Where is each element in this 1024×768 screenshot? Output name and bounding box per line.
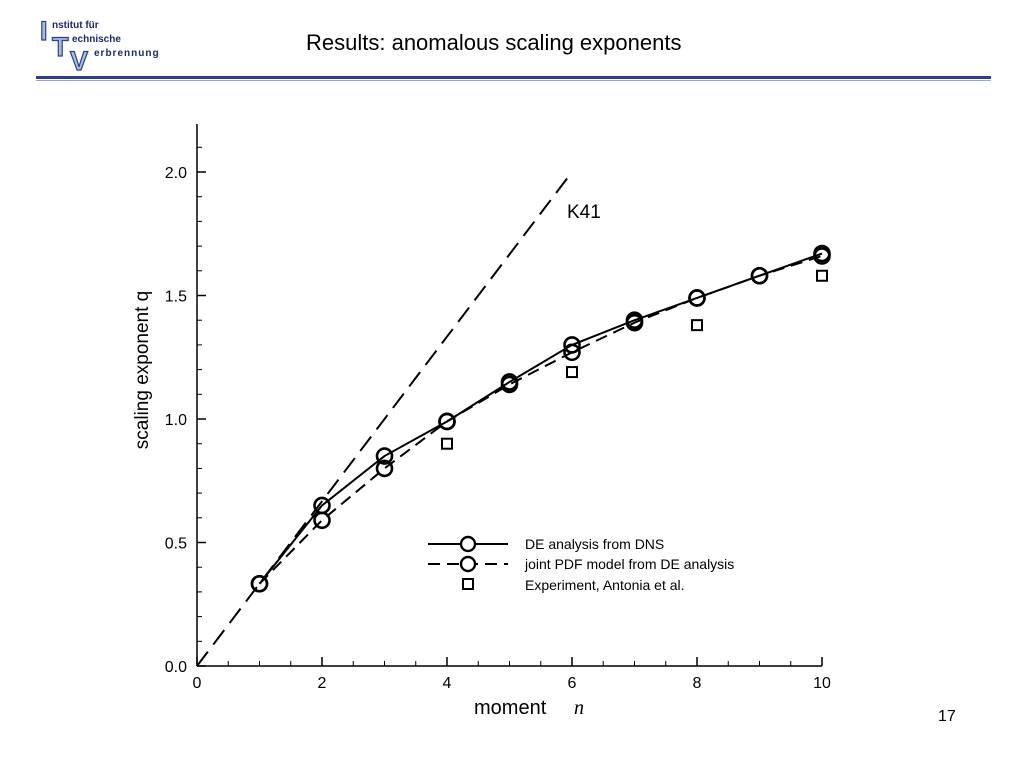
- y-tick-label: 1.0: [165, 412, 187, 429]
- annotation-k41: K41: [567, 202, 601, 223]
- y-tick-label: 2.0: [165, 165, 187, 182]
- x-tick-label: 2: [318, 675, 327, 692]
- series-line-1: [258, 255, 823, 585]
- y-tick-label: 0.0: [165, 659, 187, 676]
- logo-letter-v: V: [70, 46, 88, 72]
- legend-label-dns: DE analysis from DNS: [525, 536, 664, 552]
- logo-line-2: echnische: [72, 34, 121, 45]
- data-point-circle: [313, 511, 331, 530]
- data-point-circle: [438, 412, 456, 431]
- data-point-circle: [813, 247, 831, 265]
- institute-logo: I T V nstitut für echnische erbrennung: [36, 14, 186, 76]
- x-axis-symbol: n: [574, 697, 584, 719]
- legend-label-experiment: Experiment, Antonia et al.: [525, 577, 685, 593]
- logo-letter-i: I: [40, 16, 48, 46]
- x-tick-label: 0: [193, 675, 202, 692]
- header-divider: [36, 76, 991, 79]
- legend-marker-experiment: [462, 578, 474, 590]
- data-point-circle: [563, 343, 581, 362]
- data-point-square: [816, 269, 828, 282]
- legend: DE analysis from DNS joint PDF model fro…: [428, 535, 734, 593]
- x-tick-label: 10: [813, 675, 831, 692]
- series-line-0: [258, 252, 823, 585]
- legend-marker-dns: [459, 535, 477, 553]
- legend-label-pdf: joint PDF model from DE analysis: [524, 556, 734, 572]
- page-number: 17: [938, 708, 956, 725]
- logo-line-1: nstitut für: [52, 20, 99, 31]
- slide-title: Results: anomalous scaling exponents: [306, 30, 682, 55]
- data-point-square: [691, 319, 703, 332]
- x-tick-label: 4: [443, 675, 452, 692]
- y-tick-label: 1.5: [165, 289, 187, 306]
- data-point-circle: [250, 574, 269, 593]
- x-tick-label: 6: [568, 675, 577, 692]
- ticks: 0 2 4 6 8 10 0.0 0.5 1.0 1.5 2.0: [165, 146, 831, 692]
- x-axis-label: moment: [474, 697, 547, 719]
- header-divider-thin: [36, 80, 991, 81]
- logo-line-3: erbrennung: [94, 48, 160, 59]
- data-point-square: [441, 437, 453, 450]
- logo-letter-t: T: [52, 32, 69, 62]
- k41-reference-line: [196, 171, 573, 667]
- x-tick-label: 8: [693, 675, 702, 692]
- legend-marker-pdf: [459, 555, 477, 573]
- data-point-circle: [688, 289, 706, 307]
- y-tick-label: 0.5: [165, 536, 187, 553]
- data-point-square: [566, 366, 578, 379]
- y-axis-label: scaling exponent q: [132, 291, 153, 449]
- data-point-circle: [750, 266, 769, 285]
- data-point-circle: [500, 375, 519, 394]
- data-point-circle: [375, 447, 394, 465]
- plot-area: [196, 171, 831, 667]
- data-point-circle: [375, 459, 394, 478]
- axes: [196, 124, 822, 667]
- data-point-circle: [625, 313, 644, 332]
